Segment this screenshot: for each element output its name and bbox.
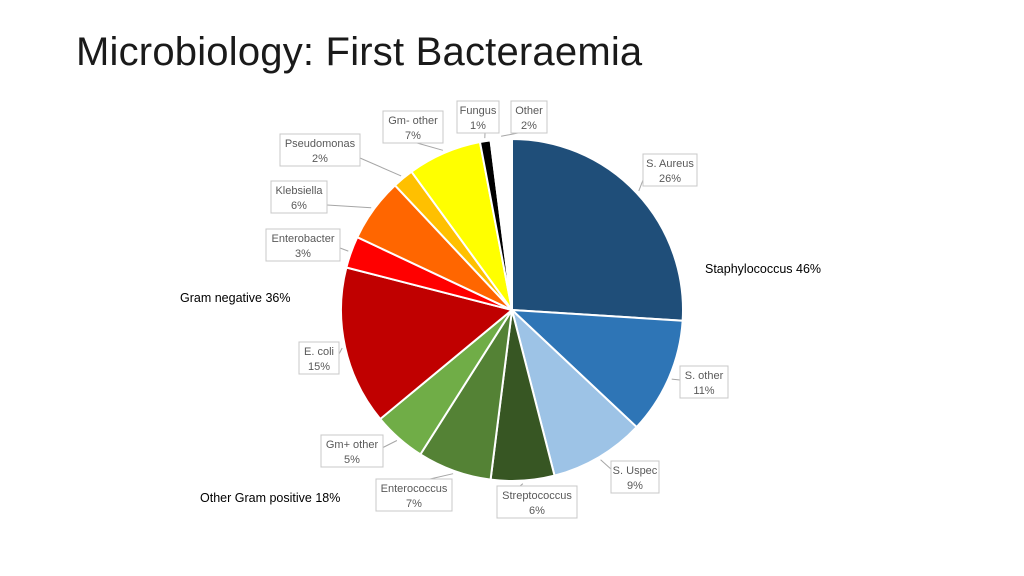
leader-line-enterobacter — [339, 247, 349, 252]
slice-label-box-pseudomonas — [279, 133, 361, 167]
slice-label-box-e-coli — [298, 341, 340, 375]
pie-slice-s-uspec — [510, 306, 639, 477]
slice-value-klebsiella: 6% — [291, 200, 307, 212]
slice-label-box-streptococcus — [496, 485, 578, 519]
slice-label-box-enterobacter — [265, 228, 341, 262]
pie-slice-e-coli — [339, 266, 515, 421]
leader-lines — [326, 132, 681, 487]
pie-slice-s-aureus — [511, 137, 684, 322]
slice-value-other: 2% — [521, 120, 537, 132]
pie-slice-s-other — [509, 308, 684, 429]
slice-label-streptococcus: Streptococcus — [502, 490, 572, 502]
slice-label-s-other: S. other — [685, 370, 724, 382]
slice-label-klebsiella: Klebsiella — [275, 185, 323, 197]
slice-value-s-uspec: 9% — [627, 480, 643, 492]
slice-label-gm-other: Gm+ other — [326, 439, 379, 451]
slice-label-box-s-aureus — [642, 153, 698, 187]
slice-value-s-other: 11% — [693, 385, 714, 397]
slice-value-pseudomonas: 2% — [312, 153, 328, 165]
slice-label-e-coli: E. coli — [304, 346, 334, 358]
slice-label-box-other — [510, 100, 548, 134]
slice-label-box-enterococcus — [375, 478, 453, 512]
slice-value-fungus: 1% — [470, 120, 486, 132]
slice-value-streptococcus: 6% — [529, 505, 545, 517]
leader-line-other — [501, 132, 519, 137]
slice-label-s-aureus: S. Aureus — [646, 158, 694, 170]
leader-line-enterococcus — [429, 473, 454, 480]
group-label-gram-negative-36: Gram negative 36% — [180, 291, 290, 305]
slice-value-enterococcus: 7% — [406, 498, 422, 510]
slice-label-s-uspec: S. Uspec — [613, 465, 658, 477]
slice-label-fungus: Fungus — [460, 105, 497, 117]
slice-label-other: Other — [515, 105, 543, 117]
leader-line-s-other — [671, 378, 681, 381]
group-labels: Staphylococcus 46% Gram negative 36% Other… — [180, 262, 821, 505]
pie-slices — [339, 137, 684, 482]
leader-line-s-aureus — [638, 179, 644, 192]
slice-label-pseudomonas: Pseudomonas — [285, 138, 356, 150]
leader-line-gm-other — [381, 440, 398, 449]
slice-label-enterococcus: Enterococcus — [381, 483, 448, 495]
leader-line-e-coli — [338, 347, 343, 355]
leader-line-s-uspec — [600, 459, 613, 471]
slice-value-e-coli: 15% — [308, 361, 330, 373]
slice-label-box-s-other — [679, 365, 729, 399]
leader-line-gm-other — [416, 142, 444, 151]
slice-value-s-aureus: 26% — [659, 173, 681, 185]
slice-label-box-fungus — [456, 100, 500, 134]
slice-label-box-gm-other — [320, 434, 384, 468]
group-label-staphylococcus-46: Staphylococcus 46% — [705, 262, 821, 276]
slice-value-gm-other: 5% — [344, 454, 360, 466]
slide-title: Microbiology: First Bacteraemia — [76, 30, 643, 74]
slice-label-enterobacter: Enterobacter — [272, 233, 335, 245]
slice-label-box-klebsiella — [270, 180, 328, 214]
leader-line-klebsiella — [326, 204, 372, 209]
pie-slice-other — [489, 137, 513, 311]
leader-line-pseudomonas — [359, 157, 402, 177]
slice-labels: S. Aureus 26% S. other 11% S. Uspec 9% Strepto… — [265, 100, 729, 519]
slice-value-enterobacter: 3% — [295, 248, 311, 260]
slice-value-gm-other: 7% — [405, 130, 421, 142]
group-label-other-gram-positive-18: Other Gram positive 18% — [200, 491, 340, 505]
slice-label-box-gm-other — [382, 110, 444, 144]
slice-label-box-s-uspec — [610, 460, 660, 494]
slice-label-gm-other: Gm- other — [388, 115, 438, 127]
